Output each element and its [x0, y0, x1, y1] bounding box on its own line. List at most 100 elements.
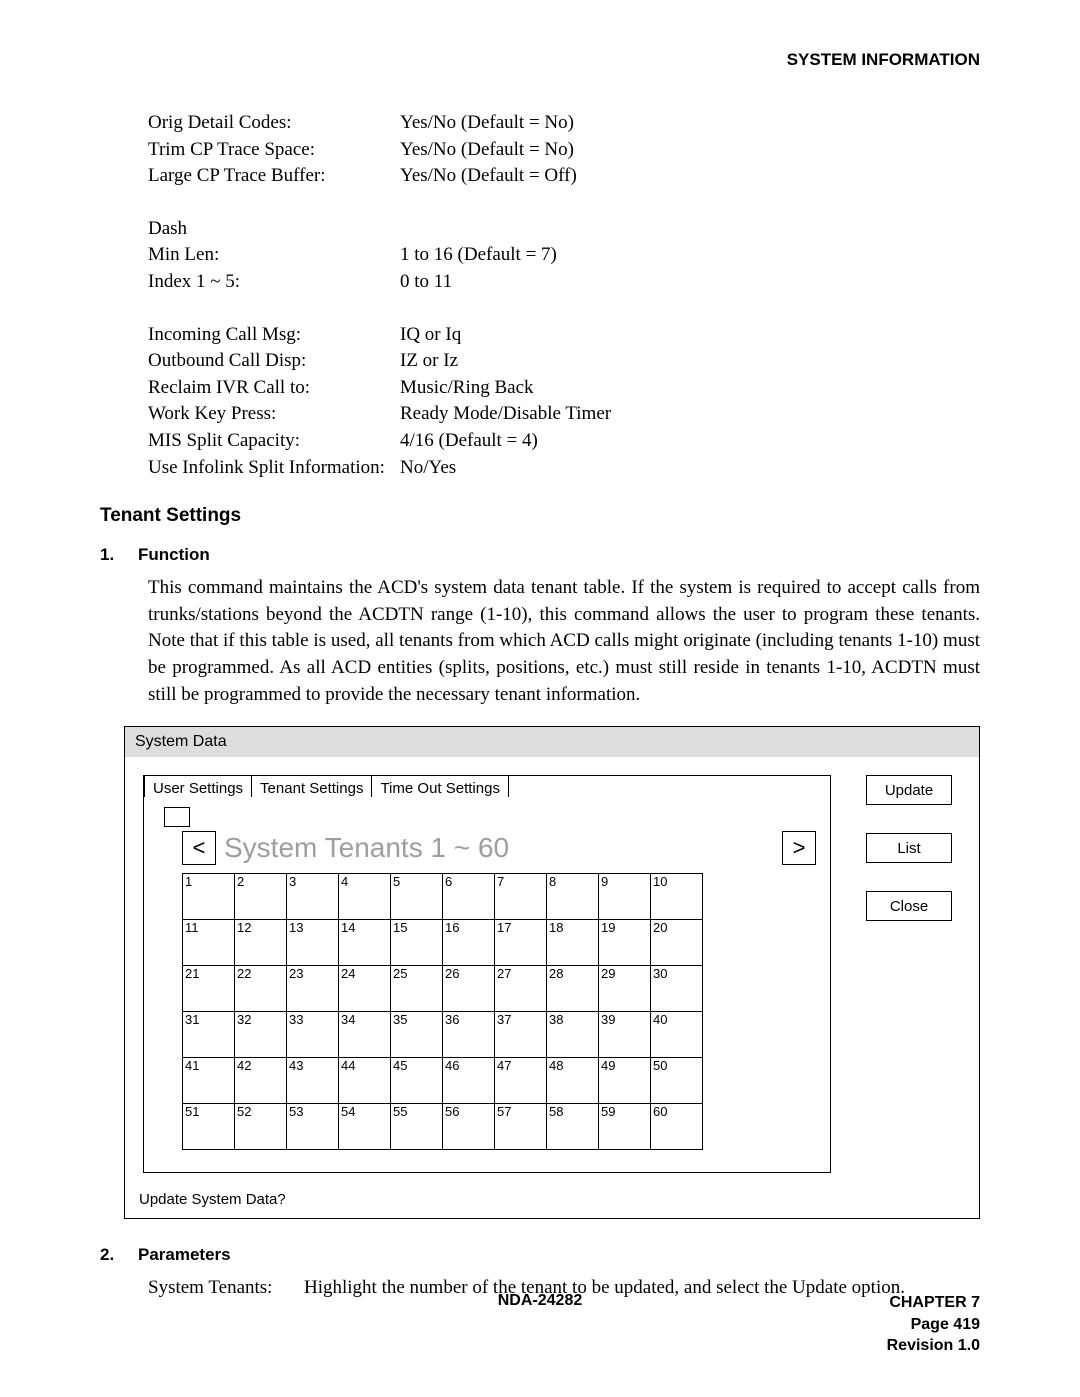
tenant-cell[interactable]: 30	[651, 966, 703, 1012]
section-heading: Tenant Settings	[100, 505, 980, 527]
param-label: MIS Split Capacity:	[148, 428, 400, 455]
tenant-cell[interactable]: 60	[651, 1104, 703, 1150]
tenant-cell[interactable]: 2	[235, 874, 287, 920]
next-page-button[interactable]: >	[782, 831, 816, 865]
tenant-cell[interactable]: 35	[391, 1012, 443, 1058]
tenant-cell[interactable]: 16	[443, 920, 495, 966]
tenant-cell[interactable]: 28	[547, 966, 599, 1012]
tab-user-settings[interactable]: User Settings	[144, 775, 252, 797]
tenant-cell[interactable]: 10	[651, 874, 703, 920]
tenant-cell[interactable]: 34	[339, 1012, 391, 1058]
tenant-cell[interactable]: 48	[547, 1058, 599, 1104]
tenant-cell[interactable]: 31	[183, 1012, 235, 1058]
footer-doc-id: NDA-24282	[100, 1292, 980, 1310]
tenant-cell[interactable]: 44	[339, 1058, 391, 1104]
param-label: Incoming Call Msg:	[148, 322, 400, 349]
update-button[interactable]: Update	[866, 775, 952, 805]
tenant-cell[interactable]: 38	[547, 1012, 599, 1058]
tenant-cell[interactable]: 36	[443, 1012, 495, 1058]
tenant-cell[interactable]: 56	[443, 1104, 495, 1150]
close-button[interactable]: Close	[866, 891, 952, 921]
param-value: Yes/No (Default = No)	[400, 110, 574, 137]
tenant-cell[interactable]: 12	[235, 920, 287, 966]
tenant-cell[interactable]: 46	[443, 1058, 495, 1104]
tenant-cell[interactable]: 4	[339, 874, 391, 920]
tenant-cell[interactable]: 33	[287, 1012, 339, 1058]
tenant-cell[interactable]: 51	[183, 1104, 235, 1150]
system-data-window: System Data User Settings Tenant Setting…	[124, 726, 980, 1219]
tenant-cell[interactable]: 32	[235, 1012, 287, 1058]
tab-panel: User Settings Tenant Settings Time Out S…	[143, 775, 831, 1173]
tenant-cell[interactable]: 14	[339, 920, 391, 966]
item-title: Function	[138, 545, 210, 564]
tenant-cell[interactable]: 8	[547, 874, 599, 920]
tenant-cell[interactable]: 58	[547, 1104, 599, 1150]
param-value: Yes/No (Default = No)	[400, 137, 574, 164]
param-value: 1 to 16 (Default = 7)	[400, 242, 557, 269]
param-value: Yes/No (Default = Off)	[400, 163, 577, 190]
tenant-cell[interactable]: 52	[235, 1104, 287, 1150]
tenant-cell[interactable]: 53	[287, 1104, 339, 1150]
param-value: IQ or Iq	[400, 322, 461, 349]
param-label: Use Infolink Split Information:	[148, 455, 400, 482]
tenant-cell[interactable]: 1	[183, 874, 235, 920]
tenant-cell[interactable]: 13	[287, 920, 339, 966]
param-value: 4/16 (Default = 4)	[400, 428, 538, 455]
tenant-cell[interactable]: 22	[235, 966, 287, 1012]
param-value: Music/Ring Back	[400, 375, 534, 402]
param-label: Outbound Call Disp:	[148, 348, 400, 375]
tenant-cell[interactable]: 17	[495, 920, 547, 966]
item-number: 1.	[100, 545, 138, 565]
tenant-cell[interactable]: 57	[495, 1104, 547, 1150]
prev-page-button[interactable]: <	[182, 831, 216, 865]
tenant-cell[interactable]: 55	[391, 1104, 443, 1150]
tenant-cell[interactable]: 43	[287, 1058, 339, 1104]
tenant-cell[interactable]: 23	[287, 966, 339, 1012]
tenant-cell[interactable]: 25	[391, 966, 443, 1012]
param-group-1: Orig Detail Codes:Yes/No (Default = No) …	[148, 110, 980, 190]
param-label: Work Key Press:	[148, 401, 400, 428]
tenant-cell[interactable]: 21	[183, 966, 235, 1012]
tenant-cell[interactable]: 49	[599, 1058, 651, 1104]
tenant-cell[interactable]: 50	[651, 1058, 703, 1104]
tenant-cell[interactable]: 19	[599, 920, 651, 966]
param-label: Min Len:	[148, 242, 400, 269]
tenant-cell[interactable]: 18	[547, 920, 599, 966]
tenant-cell[interactable]: 15	[391, 920, 443, 966]
numbered-item-2: 2.Parameters	[100, 1245, 980, 1265]
param-label: Orig Detail Codes:	[148, 110, 400, 137]
param-label: Index 1 ~ 5:	[148, 269, 400, 296]
tenant-cell[interactable]: 20	[651, 920, 703, 966]
tenant-cell[interactable]: 26	[443, 966, 495, 1012]
tenant-cell[interactable]: 11	[183, 920, 235, 966]
function-text: This command maintains the ACD's system …	[148, 575, 980, 708]
tenant-cell[interactable]: 24	[339, 966, 391, 1012]
tenant-cell[interactable]: 7	[495, 874, 547, 920]
tenant-cell[interactable]: 5	[391, 874, 443, 920]
tenant-cell[interactable]: 54	[339, 1104, 391, 1150]
tenant-cell[interactable]: 59	[599, 1104, 651, 1150]
param-subheader: Dash	[148, 216, 400, 243]
tenant-grid: 1234567891011121314151617181920212223242…	[182, 873, 703, 1150]
tenant-cell[interactable]: 39	[599, 1012, 651, 1058]
tenant-cell[interactable]: 37	[495, 1012, 547, 1058]
tenant-cell[interactable]: 6	[443, 874, 495, 920]
tenant-cell[interactable]: 42	[235, 1058, 287, 1104]
list-button[interactable]: List	[866, 833, 952, 863]
tenant-cell[interactable]: 9	[599, 874, 651, 920]
tab-time-out-settings[interactable]: Time Out Settings	[372, 775, 509, 797]
tenant-cell[interactable]: 41	[183, 1058, 235, 1104]
tenant-cell[interactable]: 47	[495, 1058, 547, 1104]
tenant-cell[interactable]: 45	[391, 1058, 443, 1104]
footer-page: Page 419	[887, 1314, 980, 1336]
tenant-cell[interactable]: 27	[495, 966, 547, 1012]
tenant-cell[interactable]: 3	[287, 874, 339, 920]
param-group-3: Incoming Call Msg:IQ or Iq Outbound Call…	[148, 322, 980, 482]
tenant-range-title: System Tenants 1 ~ 60	[224, 832, 774, 864]
page-header: SYSTEM INFORMATION	[100, 50, 980, 70]
tenant-cell[interactable]: 29	[599, 966, 651, 1012]
tab-tenant-settings[interactable]: Tenant Settings	[252, 775, 372, 797]
param-label: Large CP Trace Buffer:	[148, 163, 400, 190]
tenant-cell[interactable]: 40	[651, 1012, 703, 1058]
small-box[interactable]	[164, 807, 190, 827]
